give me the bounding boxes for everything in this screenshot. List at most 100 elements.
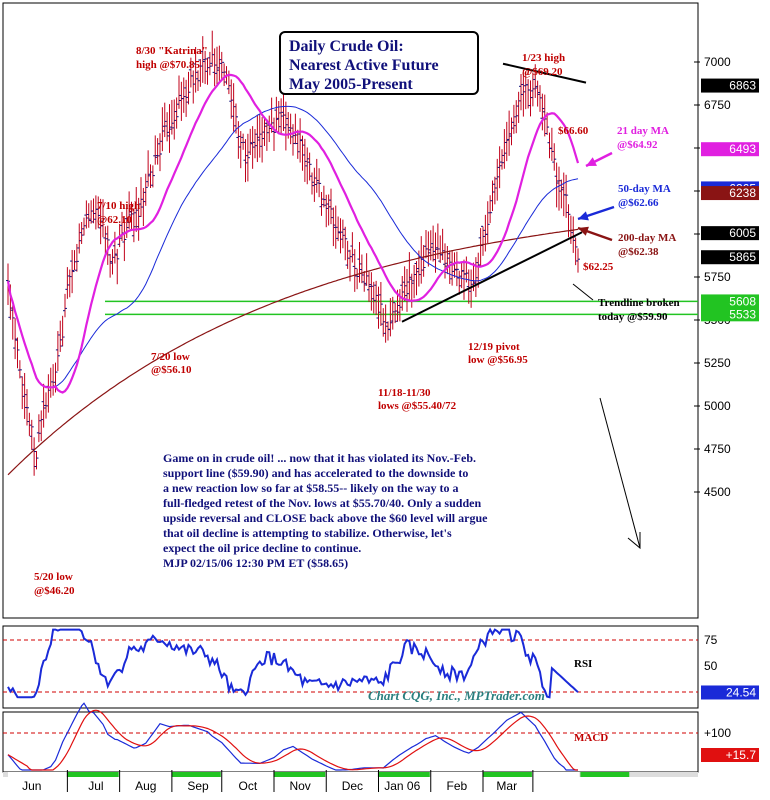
- x-tick-label: Jul: [88, 779, 103, 793]
- price-bar: [557, 166, 561, 211]
- price-bar: [177, 75, 181, 109]
- price-bar: [105, 225, 110, 265]
- chart-annotation: @$62.66: [618, 197, 659, 209]
- price-bar: [511, 104, 516, 134]
- price-bar: [362, 270, 367, 292]
- high-trendline: [502, 62, 587, 84]
- price-bar: [542, 94, 547, 137]
- price-value-label: 5533: [729, 307, 756, 321]
- price-bar: [10, 305, 15, 340]
- price-bar: [65, 267, 70, 299]
- price-bar: [378, 281, 383, 326]
- price-bar: [376, 286, 381, 329]
- price-bar: [357, 241, 362, 283]
- price-bar: [198, 59, 203, 87]
- commentary-text: Game on in crude oil! ... now that it ha…: [163, 451, 573, 571]
- macd-label: MACD: [574, 732, 608, 744]
- price-bar: [326, 194, 331, 226]
- rsi-value-box: [701, 685, 759, 700]
- price-bar: [293, 113, 298, 145]
- price-value-label: 6493: [729, 142, 756, 156]
- chart-annotation: $62.25: [583, 261, 614, 273]
- price-bar: [143, 173, 148, 206]
- price-bar: [383, 304, 388, 343]
- price-value-label: 6863: [729, 79, 756, 93]
- price-bar: [238, 131, 243, 169]
- price-bar: [464, 256, 469, 283]
- price-bar: [312, 167, 317, 202]
- price-bar: [179, 81, 184, 121]
- price-bar: [196, 70, 200, 91]
- projection-arrow: [599, 397, 641, 549]
- price-bar: [350, 232, 355, 263]
- title-line: Daily Crude Oil:: [289, 38, 404, 55]
- price-bar: [352, 249, 357, 292]
- price-bar: [431, 225, 436, 262]
- support-trendline: [401, 231, 583, 323]
- price-bar: [32, 437, 37, 476]
- price-bar: [41, 383, 46, 428]
- price-bar: [58, 320, 63, 352]
- title-line: Nearest Active Future: [289, 57, 439, 74]
- price-bar: [329, 188, 333, 225]
- price-bar: [388, 298, 393, 337]
- price-bar: [298, 118, 303, 163]
- x-month-band: [171, 772, 221, 777]
- price-bar: [443, 243, 447, 279]
- x-month-band: [221, 772, 273, 777]
- macd-tick-label: +100: [704, 726, 731, 740]
- price-bar: [203, 50, 208, 85]
- chart-annotation: $66.60: [558, 125, 589, 137]
- price-bar: [519, 74, 523, 111]
- price-bar: [454, 251, 459, 287]
- price-bar: [79, 221, 84, 245]
- price-bar: [25, 389, 29, 426]
- x-month-band: [483, 772, 532, 777]
- chart-annotation: @$64.92: [617, 139, 658, 151]
- projection-arrow-head: [627, 532, 641, 550]
- ma50-arrow-head: [578, 211, 589, 221]
- price-value-box: [701, 226, 759, 241]
- price-bar: [191, 70, 196, 104]
- chart-annotation: 50-day MA: [618, 183, 671, 195]
- price-bar: [63, 293, 67, 318]
- price-bar: [535, 80, 540, 107]
- price-bar: [424, 229, 428, 259]
- price-bar: [98, 198, 103, 245]
- macd-value-box: [701, 748, 759, 762]
- price-bar: [86, 203, 91, 228]
- x-tick-label: Dec: [342, 779, 363, 793]
- price-bar: [409, 273, 414, 308]
- price-bar: [108, 253, 113, 278]
- price-bar: [521, 69, 526, 117]
- ma50-line: [7, 105, 579, 388]
- price-bar: [343, 226, 348, 261]
- ma200-arrow-head: [578, 226, 589, 236]
- price-bar: [450, 250, 455, 286]
- price-value-box: [701, 294, 759, 309]
- price-bar: [276, 101, 281, 135]
- price-bar: [267, 115, 272, 143]
- price-bar: [561, 172, 566, 217]
- rsi-line: [7, 627, 579, 699]
- chart-annotation: 8/30 "Katrina": [136, 45, 208, 57]
- chart-annotation: high @$70.85: [136, 59, 201, 71]
- price-bar: [13, 318, 18, 360]
- price-bar: [51, 364, 56, 396]
- chart-annotation: 11/18-11/30: [378, 387, 431, 399]
- price-bar: [492, 176, 497, 205]
- price-bar: [217, 45, 222, 81]
- price-bar: [414, 261, 419, 296]
- price-bar: [200, 36, 205, 83]
- price-bar: [300, 135, 305, 171]
- price-bar: [462, 259, 466, 300]
- chart-annotation: 7/10 high: [97, 200, 140, 212]
- price-bar: [305, 147, 310, 185]
- price-bar: [507, 110, 512, 156]
- price-bar: [291, 124, 295, 156]
- price-bar: [279, 98, 284, 135]
- price-bar: [231, 83, 236, 132]
- chart-annotation: 12/19 pivot: [468, 341, 520, 353]
- price-bar: [29, 419, 34, 451]
